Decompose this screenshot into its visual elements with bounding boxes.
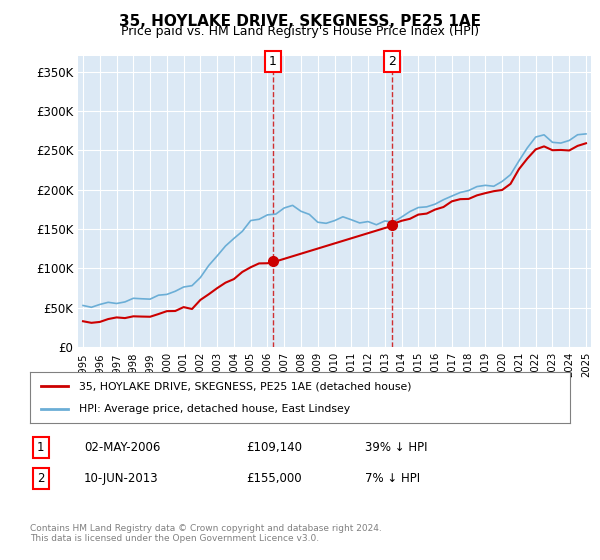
Text: £155,000: £155,000 [246, 472, 302, 486]
Text: 1: 1 [37, 441, 44, 454]
Text: 35, HOYLAKE DRIVE, SKEGNESS, PE25 1AE: 35, HOYLAKE DRIVE, SKEGNESS, PE25 1AE [119, 14, 481, 29]
Text: 39% ↓ HPI: 39% ↓ HPI [365, 441, 427, 454]
Text: 2: 2 [37, 472, 44, 486]
Text: Contains HM Land Registry data © Crown copyright and database right 2024.
This d: Contains HM Land Registry data © Crown c… [30, 524, 382, 543]
Text: 2: 2 [388, 55, 396, 68]
Text: Price paid vs. HM Land Registry's House Price Index (HPI): Price paid vs. HM Land Registry's House … [121, 25, 479, 38]
Text: 7% ↓ HPI: 7% ↓ HPI [365, 472, 420, 486]
Text: 02-MAY-2006: 02-MAY-2006 [84, 441, 160, 454]
Text: 1: 1 [269, 55, 277, 68]
Text: £109,140: £109,140 [246, 441, 302, 454]
Text: 35, HOYLAKE DRIVE, SKEGNESS, PE25 1AE (detached house): 35, HOYLAKE DRIVE, SKEGNESS, PE25 1AE (d… [79, 381, 411, 391]
Text: HPI: Average price, detached house, East Lindsey: HPI: Average price, detached house, East… [79, 404, 350, 414]
Text: 10-JUN-2013: 10-JUN-2013 [84, 472, 158, 486]
